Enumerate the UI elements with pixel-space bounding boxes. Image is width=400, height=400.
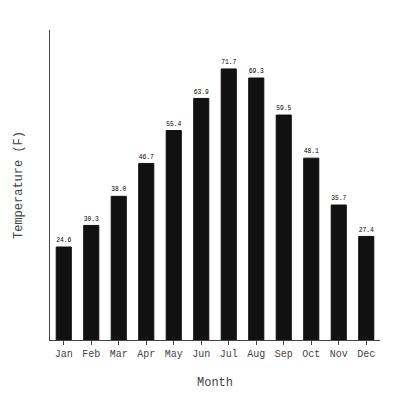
- svg-text:May: May: [165, 349, 183, 360]
- svg-text:35.7: 35.7: [331, 195, 346, 202]
- svg-text:27.4: 27.4: [359, 227, 374, 234]
- svg-text:Nov: Nov: [330, 349, 348, 360]
- svg-text:Oct: Oct: [302, 349, 320, 360]
- svg-text:71.7: 71.7: [221, 59, 236, 66]
- svg-text:38.0: 38.0: [111, 186, 126, 193]
- svg-text:Sep: Sep: [275, 349, 293, 360]
- svg-text:Feb: Feb: [82, 349, 100, 360]
- svg-text:Jun: Jun: [192, 349, 210, 360]
- svg-text:46.7: 46.7: [139, 154, 154, 161]
- svg-text:69.3: 69.3: [249, 68, 264, 75]
- svg-text:59.5: 59.5: [276, 105, 291, 112]
- svg-text:30.3: 30.3: [84, 216, 99, 223]
- svg-text:Apr: Apr: [137, 349, 155, 360]
- svg-text:48.1: 48.1: [304, 148, 319, 155]
- svg-text:Temperature (F): Temperature (F): [12, 131, 26, 239]
- svg-text:Dec: Dec: [357, 349, 375, 360]
- svg-text:Month: Month: [197, 376, 233, 390]
- svg-text:55.4: 55.4: [166, 121, 181, 128]
- svg-text:Mar: Mar: [110, 349, 128, 360]
- svg-text:Jul: Jul: [220, 349, 238, 360]
- svg-text:Aug: Aug: [247, 349, 265, 360]
- svg-text:24.6: 24.6: [56, 237, 71, 244]
- svg-text:Jan: Jan: [55, 349, 73, 360]
- svg-text:63.9: 63.9: [194, 89, 209, 96]
